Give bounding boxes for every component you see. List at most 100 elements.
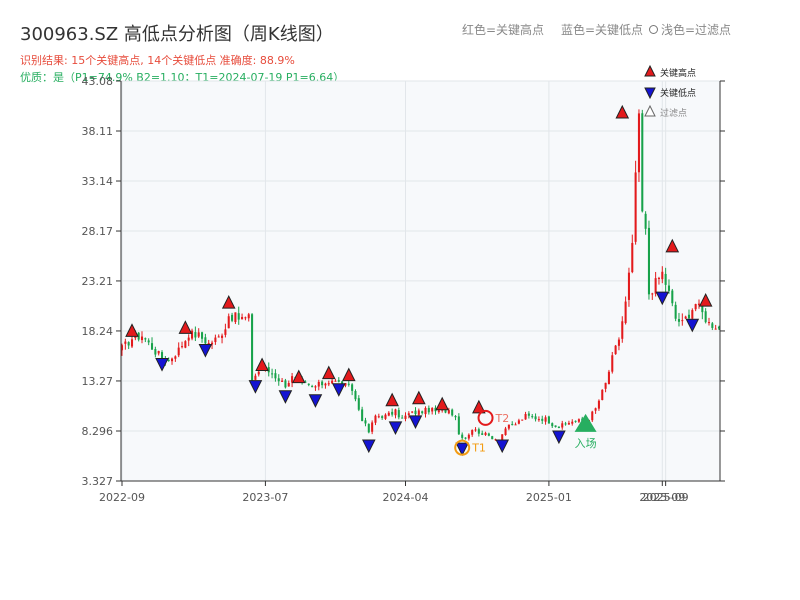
down-candle bbox=[194, 332, 197, 338]
key-high-marker bbox=[321, 365, 336, 380]
up-candle bbox=[661, 271, 664, 280]
entry-label: 入场 bbox=[575, 436, 597, 450]
key-low-marker bbox=[331, 383, 346, 397]
key-high-marker bbox=[385, 392, 399, 407]
up-candle bbox=[257, 371, 260, 375]
down-candle bbox=[541, 418, 544, 421]
y-tick-label: 28.17 bbox=[82, 225, 114, 238]
up-candle bbox=[197, 332, 200, 337]
down-candle bbox=[137, 332, 140, 340]
down-candle bbox=[457, 416, 460, 435]
up-candle bbox=[651, 293, 654, 295]
key-high-marker bbox=[221, 295, 236, 309]
up-candle bbox=[567, 422, 570, 425]
key-high-marker bbox=[412, 390, 426, 405]
down-candle bbox=[664, 273, 667, 285]
entry-marker bbox=[574, 413, 597, 432]
up-candle bbox=[594, 408, 597, 411]
up-candle bbox=[327, 383, 330, 385]
up-candle bbox=[501, 434, 504, 443]
up-candle bbox=[577, 419, 580, 422]
axes: 3.327 8.296 13.27 18.24 23.21 28.17 33.14 38.11… bbox=[82, 75, 725, 504]
up-candle bbox=[334, 380, 337, 382]
key-high-marker bbox=[291, 369, 306, 384]
down-candle bbox=[271, 373, 274, 375]
t2-label: T2 bbox=[495, 412, 510, 425]
up-candle bbox=[484, 432, 487, 436]
up-candle bbox=[140, 336, 144, 341]
down-candle bbox=[397, 410, 400, 418]
down-candle bbox=[321, 381, 324, 386]
up-candle bbox=[447, 410, 450, 414]
t1-ring bbox=[454, 439, 471, 456]
chart-title: 300963.SZ 高低点分析图（周K线图） bbox=[20, 24, 334, 45]
key-high-marker bbox=[665, 238, 680, 253]
key-low-marker bbox=[248, 380, 263, 394]
legend-high-icon bbox=[644, 64, 656, 77]
down-candle bbox=[554, 425, 557, 428]
up-candle bbox=[254, 375, 257, 380]
up-candle bbox=[424, 407, 427, 415]
down-candle bbox=[277, 378, 280, 382]
key-low-marker bbox=[408, 415, 423, 430]
down-candle bbox=[444, 408, 447, 413]
down-candle bbox=[367, 424, 370, 433]
up-candle bbox=[431, 408, 434, 412]
x-tick-label: 2025-01 bbox=[526, 491, 572, 504]
up-candle bbox=[474, 429, 477, 431]
down-candle bbox=[201, 332, 204, 339]
legend-label: 关键高点 bbox=[660, 67, 696, 79]
legend-blue-note: 蓝色=关键低点 bbox=[561, 23, 644, 37]
up-candle bbox=[291, 376, 294, 383]
up-candle bbox=[214, 337, 217, 343]
y-tick-label: 18.24 bbox=[82, 325, 114, 338]
key-high-marker bbox=[255, 357, 269, 372]
key-low-marker bbox=[552, 430, 566, 445]
up-candle bbox=[597, 400, 600, 409]
key-high-marker bbox=[341, 367, 356, 382]
y-tick-label: 43.08 bbox=[82, 75, 114, 88]
up-candle bbox=[604, 382, 607, 389]
down-candle bbox=[564, 423, 567, 425]
key-low-marker bbox=[685, 318, 700, 333]
down-candle bbox=[304, 381, 307, 383]
up-candle bbox=[627, 272, 630, 300]
up-candle bbox=[624, 301, 627, 324]
legend-label: 过滤点 bbox=[660, 107, 687, 119]
down-candle bbox=[574, 420, 577, 422]
down-candle bbox=[647, 227, 650, 295]
up-candle bbox=[521, 419, 524, 421]
down-candle bbox=[547, 416, 550, 424]
key-low-marker bbox=[198, 343, 213, 358]
up-candle bbox=[227, 316, 230, 329]
down-candle bbox=[491, 436, 494, 440]
down-candle bbox=[284, 380, 287, 388]
down-candle bbox=[357, 398, 360, 410]
up-candle bbox=[417, 410, 420, 415]
key-low-marker bbox=[155, 358, 169, 372]
up-candle bbox=[187, 337, 190, 341]
down-candle bbox=[454, 415, 457, 418]
up-candle bbox=[681, 320, 684, 322]
x-tick-label: 2024-04 bbox=[383, 491, 429, 504]
markers: T1 T2 入场 bbox=[125, 104, 713, 457]
down-candle bbox=[717, 326, 721, 329]
key-low-marker bbox=[388, 421, 403, 436]
up-candle bbox=[124, 341, 127, 344]
up-candle bbox=[224, 329, 227, 335]
up-candle bbox=[234, 312, 237, 322]
down-candle bbox=[701, 303, 704, 313]
down-candle bbox=[427, 407, 430, 413]
up-candle bbox=[181, 346, 184, 348]
down-candle bbox=[641, 113, 644, 212]
down-candle bbox=[481, 433, 484, 435]
down-candle bbox=[347, 383, 350, 385]
down-candle bbox=[667, 285, 671, 291]
up-candle bbox=[281, 380, 284, 382]
y-tick-label: 3.327 bbox=[82, 475, 114, 488]
down-candle bbox=[464, 437, 467, 439]
up-candle bbox=[287, 383, 290, 387]
up-candle bbox=[120, 345, 124, 351]
up-candle bbox=[184, 341, 187, 348]
